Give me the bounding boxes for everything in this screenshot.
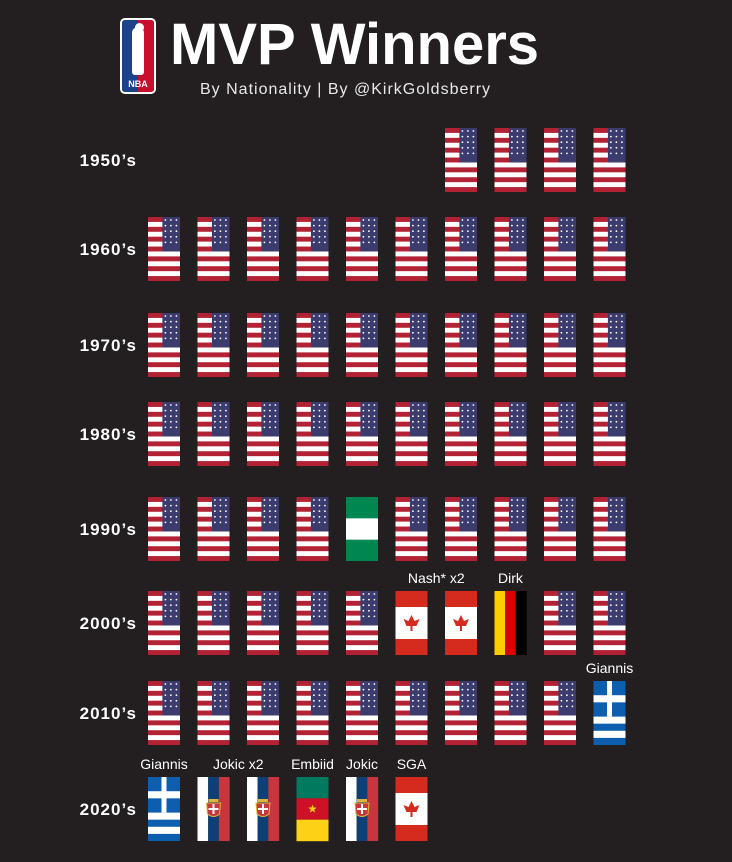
flag-usa-icon — [445, 128, 477, 192]
flag-usa-icon — [247, 217, 279, 281]
flag-usa-icon — [296, 681, 329, 745]
flag-usa-icon — [346, 217, 378, 281]
flag-usa-icon — [544, 591, 576, 655]
flag-usa-icon — [346, 402, 378, 466]
flag-usa-icon — [247, 313, 279, 377]
flag-serbia-icon — [346, 777, 379, 841]
flag-usa-icon — [544, 128, 576, 192]
flag-usa-icon — [593, 497, 626, 561]
player-label: Embiid — [291, 756, 334, 772]
flag-usa-icon — [247, 591, 279, 655]
flag-usa-icon — [296, 313, 329, 377]
decade-label: 2020’s — [80, 800, 137, 819]
flag-usa-icon — [445, 217, 477, 281]
flag-canada-icon — [395, 777, 428, 841]
flag-serbia-icon — [247, 777, 280, 841]
flag-usa-icon — [544, 681, 576, 745]
flag-usa-icon — [346, 313, 378, 377]
flag-usa-icon — [148, 681, 180, 745]
player-label: SGA — [397, 756, 427, 772]
flag-usa-icon — [395, 217, 428, 281]
flag-usa-icon — [544, 402, 576, 466]
page-title: MVP Winners — [170, 12, 540, 77]
flag-usa-icon — [247, 402, 279, 466]
flag-usa-icon — [445, 313, 477, 377]
decade-label: 1990’s — [80, 520, 137, 539]
decade-label: 1950’s — [80, 151, 137, 170]
flag-germany-icon — [494, 591, 527, 655]
flag-usa-icon — [395, 681, 428, 745]
flag-usa-icon — [593, 128, 626, 192]
decade-label: 1980’s — [80, 425, 137, 444]
player-label: Jokic x2 — [213, 756, 264, 772]
flag-usa-icon — [494, 402, 527, 466]
flag-usa-icon — [494, 313, 527, 377]
flag-usa-icon — [445, 681, 477, 745]
flag-cameroon-icon — [296, 777, 329, 842]
flag-usa-icon — [247, 681, 279, 745]
flag-usa-icon — [395, 313, 428, 377]
flag-greece-icon — [593, 681, 626, 745]
flag-usa-icon — [148, 313, 180, 377]
flag-usa-icon — [593, 402, 626, 466]
flag-usa-icon — [395, 402, 428, 466]
flag-usa-icon — [197, 497, 230, 561]
header: NBA MVP Winners By Nationality | By @Kir… — [0, 0, 732, 110]
player-label: Dirk — [498, 570, 524, 586]
flag-usa-icon — [346, 591, 378, 655]
flag-usa-icon — [593, 313, 626, 377]
flag-nigeria-icon — [346, 497, 378, 561]
flag-usa-icon — [197, 591, 230, 655]
logo-text: NBA — [128, 79, 148, 89]
decade-label: 2010’s — [80, 704, 137, 723]
flag-usa-icon — [148, 402, 180, 466]
flag-usa-icon — [494, 681, 527, 745]
player-label: Nash* x2 — [408, 570, 465, 586]
flag-usa-icon — [197, 217, 230, 281]
flag-usa-icon — [148, 497, 180, 561]
decade-label: 2000’s — [80, 614, 137, 633]
flag-greece-icon — [148, 777, 180, 841]
flag-usa-icon — [494, 128, 527, 192]
page-subtitle: By Nationality | By @KirkGoldsberry — [200, 81, 492, 98]
flag-usa-icon — [494, 497, 527, 561]
flag-usa-icon — [247, 497, 279, 561]
flag-usa-icon — [197, 681, 230, 745]
nba-logo-icon: NBA — [120, 18, 156, 94]
flag-usa-icon — [296, 402, 329, 466]
flag-usa-icon — [197, 402, 230, 466]
flag-usa-icon — [544, 217, 576, 281]
player-label: Giannis — [140, 756, 187, 772]
flag-usa-icon — [296, 497, 329, 561]
flag-usa-icon — [296, 217, 329, 281]
flag-usa-icon — [395, 497, 428, 561]
flag-canada-icon — [395, 591, 428, 655]
flag-usa-icon — [593, 217, 626, 281]
flag-usa-icon — [593, 591, 626, 655]
decade-label: 1960’s — [80, 240, 137, 259]
flag-usa-icon — [445, 402, 477, 466]
flag-usa-icon — [544, 313, 576, 377]
decade-label: 1970’s — [80, 336, 137, 355]
flag-usa-icon — [346, 681, 378, 745]
player-label: Giannis — [586, 660, 633, 676]
flag-usa-icon — [494, 217, 527, 281]
flag-usa-icon — [148, 591, 180, 655]
flag-usa-icon — [197, 313, 230, 377]
flag-usa-icon — [296, 591, 329, 655]
flag-usa-icon — [544, 497, 576, 561]
flag-serbia-icon — [197, 777, 230, 841]
flag-canada-icon — [445, 591, 477, 655]
flag-usa-icon — [445, 497, 477, 561]
flag-usa-icon — [148, 217, 180, 281]
player-label: Jokic — [346, 756, 378, 772]
